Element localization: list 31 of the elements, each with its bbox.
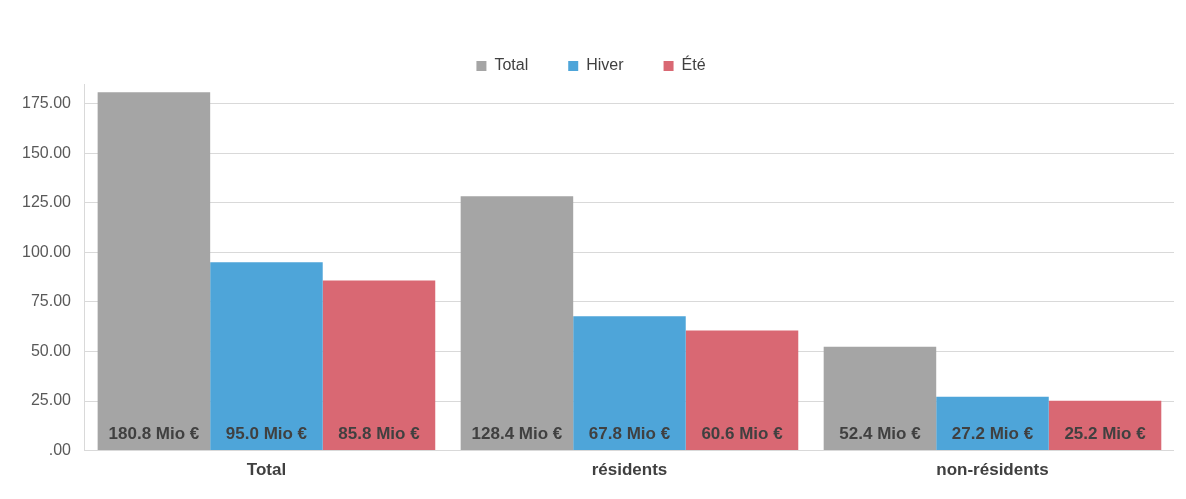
data-label: 180.8 Mio € bbox=[108, 423, 200, 443]
x-tick-label: Total bbox=[246, 460, 287, 480]
y-tick-label: 25.00 bbox=[30, 391, 72, 409]
bar bbox=[936, 396, 1049, 451]
y-tick-label: 175.00 bbox=[22, 94, 72, 112]
data-label: 85.8 Mio € bbox=[338, 423, 421, 443]
bar bbox=[322, 280, 436, 451]
bar bbox=[210, 262, 323, 451]
x-tick-label: non-résidents bbox=[936, 460, 1049, 480]
bar bbox=[573, 316, 686, 451]
data-label: 67.8 Mio € bbox=[588, 423, 671, 443]
legend-label: Total bbox=[494, 56, 529, 74]
y-tick-label: .00 bbox=[48, 441, 72, 459]
data-label: 52.4 Mio € bbox=[839, 423, 922, 443]
y-tick-label: 50.00 bbox=[30, 341, 72, 359]
data-label: 128.4 Mio € bbox=[471, 423, 563, 443]
y-tick-label: 150.00 bbox=[22, 143, 72, 161]
y-tick-label: 75.00 bbox=[30, 292, 72, 310]
legend-label: Été bbox=[681, 55, 706, 74]
legend-label: Hiver bbox=[586, 56, 625, 74]
y-tick-label: 125.00 bbox=[22, 193, 72, 211]
data-label: 95.0 Mio € bbox=[225, 423, 308, 443]
data-label: 25.2 Mio € bbox=[1064, 423, 1147, 443]
bar bbox=[685, 330, 799, 451]
y-tick-label: 100.00 bbox=[22, 242, 72, 260]
data-label: 27.2 Mio € bbox=[951, 423, 1034, 443]
x-tick-label: résidents bbox=[591, 460, 668, 480]
data-label: 60.6 Mio € bbox=[701, 423, 784, 443]
bar bbox=[823, 346, 937, 451]
bar bbox=[460, 196, 574, 451]
bar bbox=[97, 92, 211, 451]
